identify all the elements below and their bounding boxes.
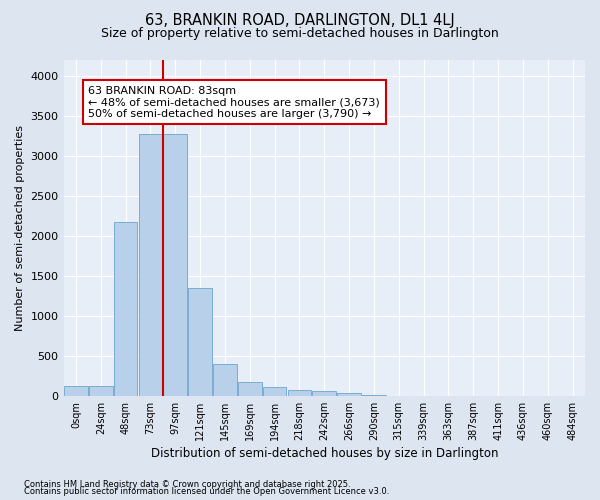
Text: 63, BRANKIN ROAD, DARLINGTON, DL1 4LJ: 63, BRANKIN ROAD, DARLINGTON, DL1 4LJ (145, 12, 455, 28)
Text: Contains HM Land Registry data © Crown copyright and database right 2025.: Contains HM Land Registry data © Crown c… (24, 480, 350, 489)
Bar (287, 390, 311, 396)
Bar (163, 134, 187, 396)
Bar (188, 288, 212, 396)
Text: 63 BRANKIN ROAD: 83sqm
← 48% of semi-detached houses are smaller (3,673)
50% of : 63 BRANKIN ROAD: 83sqm ← 48% of semi-det… (88, 86, 380, 119)
Bar (139, 134, 162, 396)
Bar (263, 387, 286, 396)
Bar (362, 395, 386, 396)
Bar (313, 392, 336, 396)
X-axis label: Distribution of semi-detached houses by size in Darlington: Distribution of semi-detached houses by … (151, 447, 498, 460)
Y-axis label: Number of semi-detached properties: Number of semi-detached properties (15, 125, 25, 331)
Text: Size of property relative to semi-detached houses in Darlington: Size of property relative to semi-detach… (101, 28, 499, 40)
Bar (89, 386, 113, 396)
Text: Contains public sector information licensed under the Open Government Licence v3: Contains public sector information licen… (24, 487, 389, 496)
Bar (64, 386, 88, 396)
Bar (213, 364, 237, 396)
Bar (238, 382, 262, 396)
Bar (114, 222, 137, 396)
Bar (337, 394, 361, 396)
